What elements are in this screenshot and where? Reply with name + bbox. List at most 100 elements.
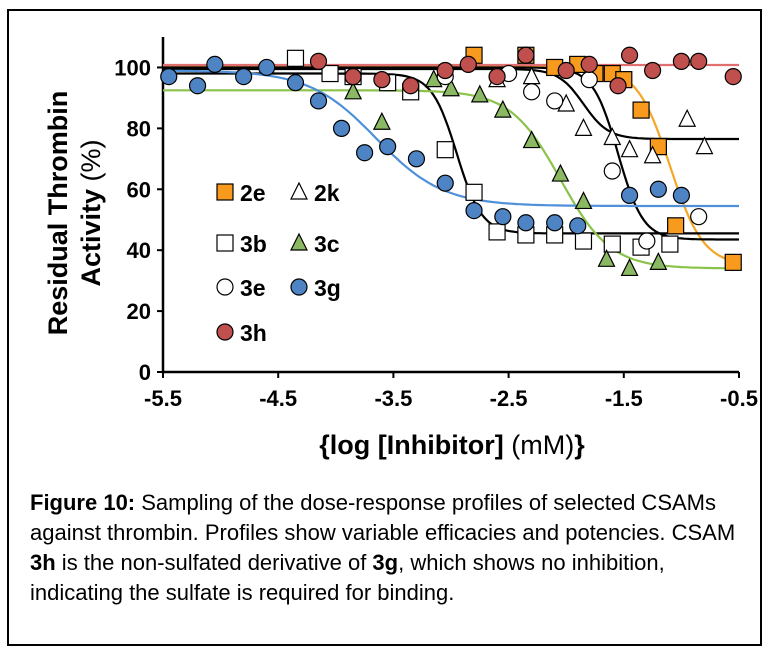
data-point-3h bbox=[436, 61, 454, 80]
data-point-3g bbox=[356, 144, 374, 162]
data-point-3e bbox=[638, 232, 656, 250]
x-tick-label: -1.5 bbox=[605, 386, 643, 411]
data-point-2k bbox=[695, 136, 714, 155]
legend-label-2k: 2k bbox=[314, 180, 340, 206]
legend-label-2e: 2e bbox=[240, 180, 266, 206]
data-point-2e bbox=[724, 253, 742, 271]
data-point-3b bbox=[465, 183, 483, 201]
data-point-3b bbox=[488, 223, 506, 241]
y-tick-label: 0 bbox=[139, 360, 151, 385]
legend-marker-3h bbox=[216, 323, 234, 341]
data-point-3b bbox=[321, 64, 339, 83]
chart-legend: 2e 2k 3b 3c 3e 3g 3h bbox=[216, 180, 341, 346]
data-point-3c bbox=[597, 248, 616, 267]
data-point-3c bbox=[442, 78, 460, 97]
data-point-3h bbox=[309, 52, 328, 70]
x-axis-label-bold: {log [Inhibitor] bbox=[319, 430, 503, 460]
data-point-3h bbox=[459, 55, 477, 74]
data-point-3g bbox=[620, 186, 639, 204]
data-point-3b bbox=[436, 141, 454, 159]
data-point-3c bbox=[470, 84, 489, 103]
data-point-3g bbox=[379, 138, 397, 156]
data-point-2k bbox=[603, 127, 622, 146]
data-point-3e bbox=[580, 71, 598, 89]
data-point-3c bbox=[344, 81, 363, 100]
data-point-3c bbox=[522, 130, 541, 149]
legend-marker-3c bbox=[290, 232, 308, 251]
data-point-3g bbox=[407, 150, 426, 168]
data-point-3e bbox=[603, 162, 621, 180]
data-point-3h bbox=[620, 46, 639, 64]
x-tick-label: -2.5 bbox=[490, 386, 528, 411]
data-point-3g bbox=[465, 201, 483, 220]
x-tick-label: -5.5 bbox=[144, 386, 182, 411]
data-point-3b bbox=[574, 232, 593, 250]
caption-bold-3h: 3h bbox=[30, 550, 56, 575]
y-tick-label: 100 bbox=[114, 55, 151, 80]
caption-bold-3g: 3g bbox=[372, 550, 399, 575]
legend-label-3g: 3g bbox=[314, 275, 341, 301]
y-axis-label-line2: Activity (%) bbox=[76, 139, 106, 286]
caption-text-1: Sampling of the dose-response profiles o… bbox=[30, 490, 736, 545]
caption-figure-label: Figure 10: bbox=[30, 490, 136, 515]
y-tick-label: 80 bbox=[127, 116, 151, 141]
data-point-3g bbox=[569, 217, 587, 235]
y-axis-label-unit: (%) bbox=[76, 139, 106, 181]
data-point-3h bbox=[344, 67, 362, 86]
legend-marker-2e bbox=[216, 183, 234, 201]
data-point-3c bbox=[493, 99, 512, 118]
data-point-3g bbox=[309, 92, 328, 110]
data-point-3h bbox=[643, 61, 662, 80]
x-axis-label-close: } bbox=[574, 430, 585, 460]
legend-label-3c: 3c bbox=[314, 231, 340, 257]
legend-marker-3e bbox=[216, 278, 234, 296]
caption-text-3: , which shows no inhibition, indicating … bbox=[30, 550, 665, 605]
data-point-3b bbox=[286, 49, 305, 67]
data-point-3g bbox=[672, 186, 691, 204]
y-tick-label: 40 bbox=[127, 238, 151, 263]
legend-marker-3b bbox=[216, 234, 234, 252]
data-point-3c bbox=[620, 258, 639, 277]
x-tick-label: -4.5 bbox=[259, 386, 297, 411]
data-point-3e bbox=[546, 92, 564, 110]
x-axis-label: {log [Inhibitor] (mM)} bbox=[319, 430, 585, 460]
data-point-3c bbox=[649, 252, 668, 270]
data-point-3b bbox=[661, 235, 679, 253]
legend-marker-3g bbox=[290, 278, 308, 296]
data-point-3g bbox=[160, 67, 178, 86]
data-point-3g bbox=[649, 180, 667, 198]
figure-caption: Figure 10: Sampling of the dose-response… bbox=[30, 488, 750, 608]
x-axis-label-unit: (mM) bbox=[511, 430, 574, 460]
x-tick-label: -3.5 bbox=[374, 386, 412, 411]
data-point-2e bbox=[632, 101, 650, 119]
data-point-3g bbox=[235, 67, 253, 86]
data-point-3h bbox=[580, 55, 598, 74]
data-point-3g bbox=[494, 208, 512, 226]
data-point-3g bbox=[546, 214, 564, 232]
data-point-3c bbox=[372, 111, 391, 130]
data-point-3g bbox=[517, 214, 535, 232]
figure-frame: 0 20 40 60 80 100 -5.5 -4.5 -3.5 -2.5 -1.5 -0.5 2e 2… bbox=[7, 9, 762, 646]
data-point-3c bbox=[551, 163, 570, 182]
legend-label-3e: 3e bbox=[240, 275, 266, 301]
y-tick-label: 60 bbox=[127, 177, 151, 202]
data-point-2k bbox=[678, 108, 697, 127]
y-axis-label-line1: Residual Thrombin bbox=[43, 91, 73, 336]
x-tick-label: -0.5 bbox=[720, 386, 758, 411]
data-point-3e bbox=[690, 208, 708, 226]
data-point-2k bbox=[620, 139, 639, 158]
data-point-2k bbox=[574, 118, 593, 136]
legend-label-3h: 3h bbox=[240, 320, 267, 346]
caption-text-2: is the non-sulfated derivative of bbox=[55, 550, 373, 575]
data-point-2e bbox=[667, 217, 685, 235]
data-point-3g bbox=[286, 74, 305, 92]
data-point-3h bbox=[402, 77, 420, 95]
data-point-3e bbox=[523, 83, 541, 101]
data-point-3h bbox=[488, 67, 506, 86]
data-point-3h bbox=[517, 46, 535, 64]
data-point-3h bbox=[672, 52, 691, 70]
data-point-3h bbox=[557, 61, 575, 80]
y-axis-label-bold: Activity bbox=[76, 189, 106, 287]
data-point-3g bbox=[332, 119, 351, 137]
